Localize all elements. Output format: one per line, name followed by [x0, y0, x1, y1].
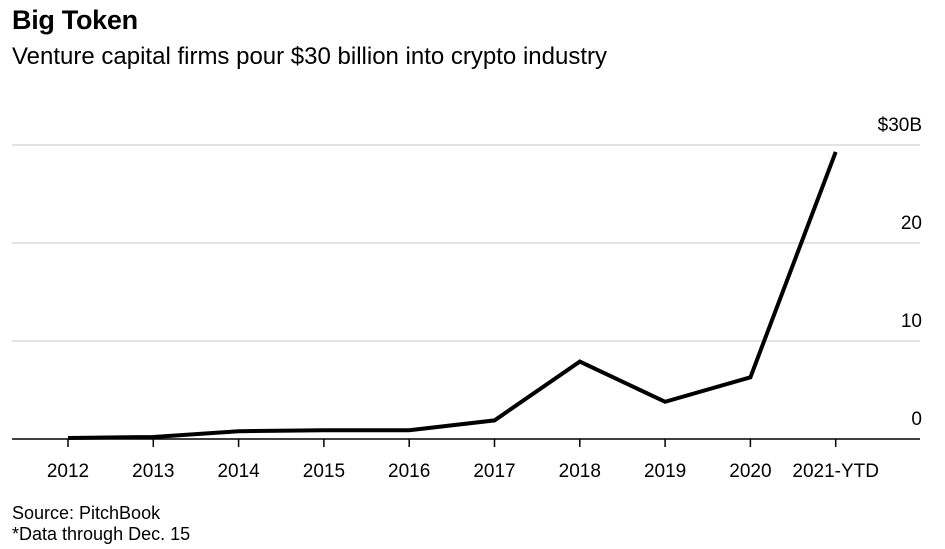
x-tick-label: 2015: [303, 461, 345, 482]
chart-subtitle: Venture capital firms pour $30 billion i…: [12, 43, 607, 70]
y-tick-labels: 0 10 20 $30B: [878, 115, 922, 430]
x-tick-label: 2012: [47, 461, 89, 482]
y-tick-label: $30B: [878, 115, 922, 136]
x-tick-label: 2020: [729, 461, 771, 482]
series-lines: [67, 151, 838, 440]
y-tick-label: 0: [911, 409, 922, 430]
x-tick-labels: 2012 2013 2014 2015 2016 2017 2018 2019 2020 2021…: [47, 461, 879, 482]
data-footnote: *Data through Dec. 15: [12, 524, 191, 544]
chart-title: Big Token: [12, 5, 138, 35]
source-note: Source: PitchBook: [12, 503, 161, 523]
x-tick-label: 2016: [388, 461, 430, 482]
x-tick-label: 2013: [132, 461, 174, 482]
series-line-0: [67, 151, 838, 440]
x-tick-label: 2018: [559, 461, 601, 482]
y-tick-label: 20: [901, 213, 922, 234]
y-tick-label: 10: [901, 311, 922, 332]
gridlines: [12, 144, 920, 342]
x-tick-label: 2014: [217, 461, 260, 482]
x-tick-label: 2017: [473, 461, 515, 482]
x-axis: [12, 438, 920, 447]
x-tick-label: 2021-YTD: [792, 461, 879, 482]
x-tick-label: 2019: [644, 461, 686, 482]
